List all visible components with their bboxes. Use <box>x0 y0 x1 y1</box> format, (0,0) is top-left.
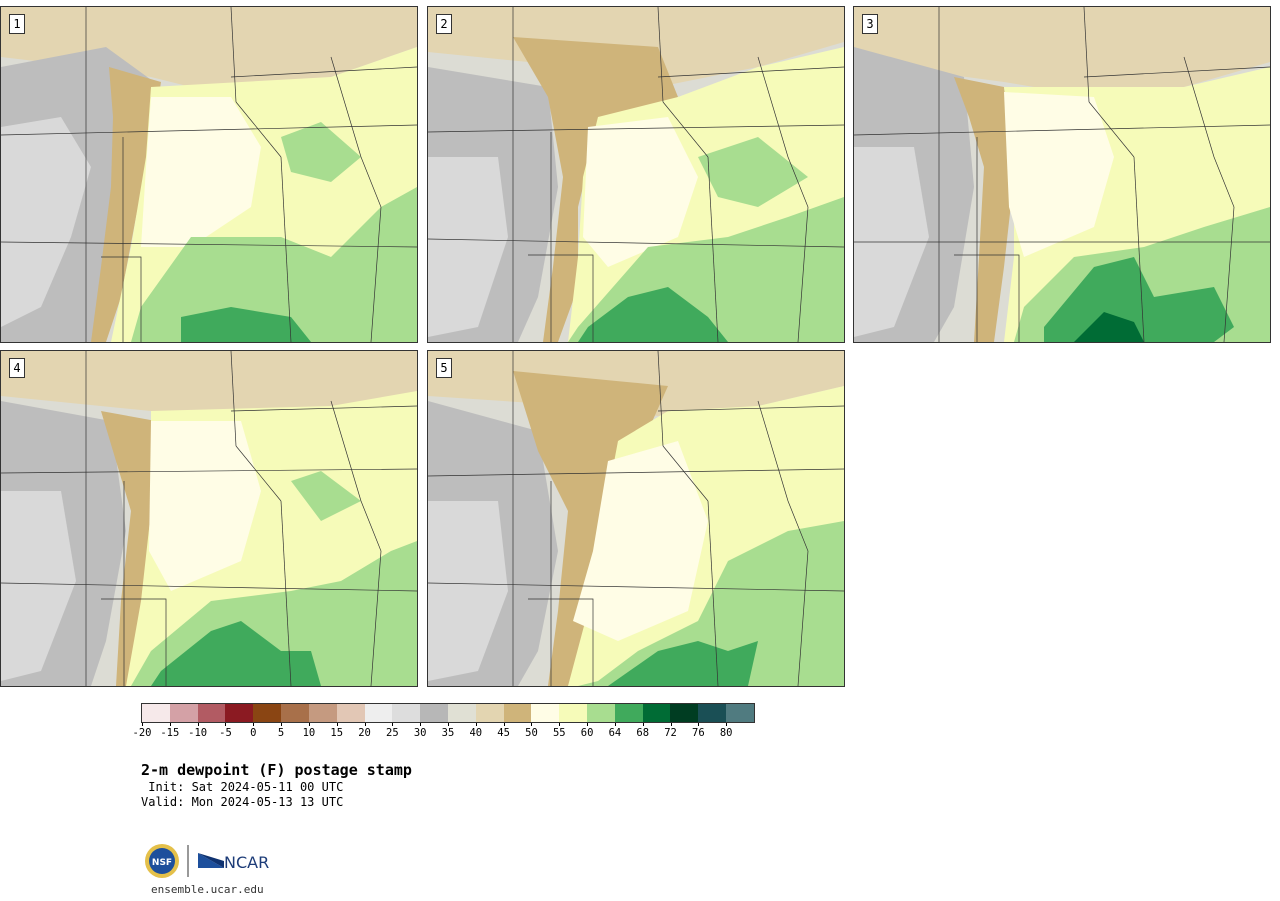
colorbar-tick-label: 80 <box>719 727 733 739</box>
member-panel-3[interactable]: 3 <box>853 6 1271 343</box>
colorbar-tick-label: 10 <box>302 727 316 739</box>
member-number: 3 <box>862 14 878 34</box>
colorbar-tick-mark <box>448 723 449 726</box>
colorbar-swatch <box>587 704 615 722</box>
colorbar-tick-label: 64 <box>608 727 622 739</box>
colorbar-legend: -20 -15 -10 -5 0 5 10 15 20 25 30 35 40 45 50 55 60 64 68 7… <box>133 703 755 740</box>
colorbar-swatch <box>642 704 671 722</box>
colorbar-tick-label: 50 <box>525 727 538 739</box>
colorbar-tick-mark <box>726 723 728 726</box>
colorbar-tick-label: 60 <box>580 727 594 739</box>
colorbar-tick-mark <box>225 723 227 726</box>
colorbar-tick-mark <box>587 723 589 726</box>
product-title: 2-m dewpoint (F) postage stamp <box>141 761 412 779</box>
colorbar-swatch <box>503 704 532 722</box>
colorbar-tick-label: 30 <box>413 727 427 739</box>
colorbar-tick-label: 0 <box>250 727 257 739</box>
colorbar-swatch <box>531 704 560 722</box>
colorbar-tick-label: 20 <box>358 727 371 739</box>
colorbar-swatch <box>308 704 337 722</box>
colorbar-swatch <box>420 704 448 722</box>
colorbar-tick-label: 72 <box>664 727 677 739</box>
colorbar-tick-label: 45 <box>497 727 510 739</box>
member-number: 1 <box>9 14 25 34</box>
colorbar-tick-label: -15 <box>160 727 180 739</box>
dewpoint-map-1 <box>1 7 417 342</box>
nsf-text: NSF <box>152 858 172 868</box>
member-number: 2 <box>436 14 452 34</box>
nsf-ncar-logo: NSF NCAR <box>145 844 269 878</box>
colorbar-tick-mark <box>698 723 700 726</box>
member-panel-5[interactable]: 5 <box>427 350 845 687</box>
colorbar-tick-mark <box>142 723 143 726</box>
colorbar-swatch <box>169 704 198 722</box>
colorbar-tick-label: 68 <box>636 727 650 739</box>
colorbar-tick-label: 25 <box>386 727 399 739</box>
colorbar-tick-label: 15 <box>330 727 344 739</box>
colorbar-tick-mark <box>364 723 366 726</box>
member-number: 4 <box>9 358 25 378</box>
colorbar-swatch <box>336 704 365 722</box>
colorbar-swatch <box>364 704 393 722</box>
colorbar-swatch <box>225 704 254 722</box>
valid-time: Valid: Mon 2024-05-13 13 UTC <box>141 795 344 809</box>
dewpoint-map-5 <box>428 351 844 686</box>
colorbar-tick-mark <box>253 723 255 726</box>
colorbar-swatches <box>141 703 755 723</box>
colorbar-swatch <box>698 704 727 722</box>
colorbar-tick-label: 76 <box>692 727 705 739</box>
colorbar-swatch <box>392 704 421 722</box>
colorbar-swatch <box>559 704 587 722</box>
colorbar-tick-mark <box>169 723 171 726</box>
colorbar-tick-label: 35 <box>441 727 455 739</box>
colorbar-tick-mark <box>670 723 672 726</box>
colorbar-swatch <box>614 704 643 722</box>
colorbar-tick-label: -10 <box>188 727 208 739</box>
member-panel-2[interactable]: 2 <box>427 6 845 343</box>
colorbar-swatch <box>197 704 226 722</box>
colorbar-tick-mark <box>281 723 283 726</box>
colorbar-tick-mark <box>503 723 505 726</box>
colorbar-swatch <box>281 704 309 722</box>
colorbar-tick-mark <box>614 723 616 726</box>
colorbar-tick-mark <box>197 723 199 726</box>
colorbar-swatch <box>726 704 754 722</box>
colorbar-tick-label: -20 <box>132 727 152 739</box>
colorbar-tick-label: 5 <box>277 727 285 739</box>
colorbar-swatch <box>142 704 170 722</box>
colorbar-ticks: -20 -15 -10 -5 0 5 10 15 20 25 30 35 40 45 50 55 60 64 68 7… <box>133 723 755 740</box>
colorbar-swatch <box>447 704 476 722</box>
colorbar-swatch <box>253 704 282 722</box>
colorbar-tick-mark <box>559 723 561 726</box>
init-time: Init: Sat 2024-05-11 00 UTC <box>141 780 344 794</box>
dewpoint-map-4 <box>1 351 417 686</box>
colorbar-tick-mark <box>642 723 644 726</box>
member-number: 5 <box>436 358 452 378</box>
colorbar-tick-mark <box>475 723 477 726</box>
colorbar-tick-mark <box>336 723 338 726</box>
ncar-text: NCAR <box>224 853 269 872</box>
colorbar-swatch <box>475 704 504 722</box>
colorbar-tick-label: 40 <box>469 727 483 739</box>
member-panel-1[interactable]: 1 <box>0 6 418 343</box>
colorbar-tick-label: 55 <box>552 727 566 739</box>
colorbar-swatch <box>670 704 699 722</box>
colorbar-tick-mark <box>308 723 310 726</box>
dewpoint-map-2 <box>428 7 844 342</box>
member-panel-4[interactable]: 4 <box>0 350 418 687</box>
colorbar-tick-mark <box>420 723 422 726</box>
colorbar-tick-mark <box>531 723 533 726</box>
dewpoint-map-3 <box>854 7 1270 342</box>
colorbar-tick-mark <box>392 723 394 726</box>
colorbar-tick-label: -5 <box>219 727 232 739</box>
site-url[interactable]: ensemble.ucar.edu <box>151 883 264 896</box>
